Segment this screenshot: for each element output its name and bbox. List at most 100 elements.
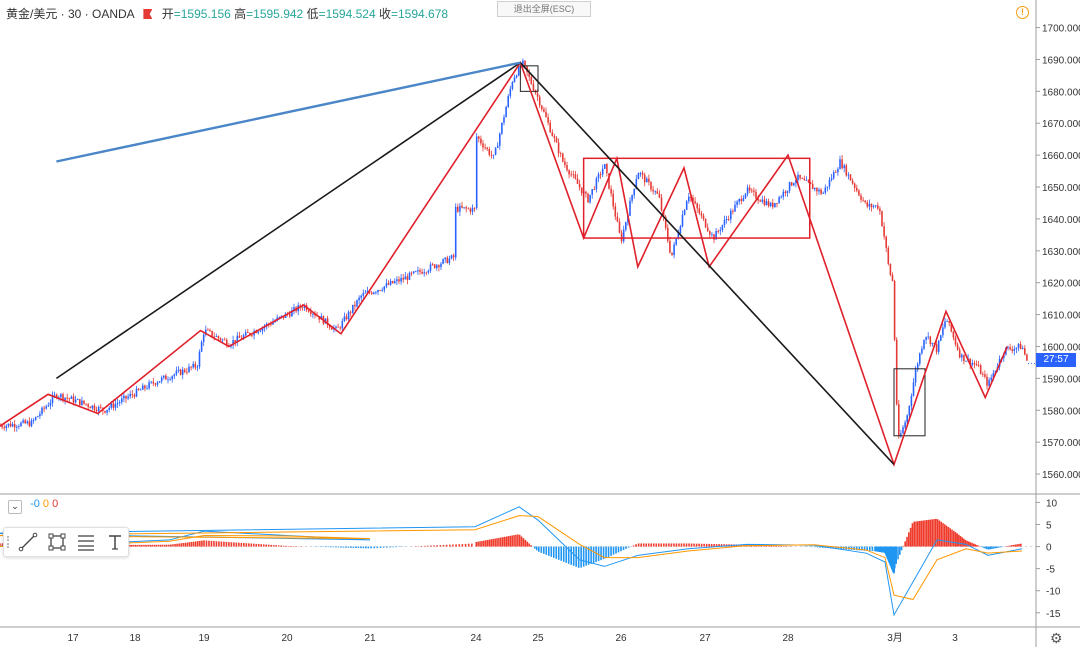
exit-fullscreen-button[interactable]: 退出全屏(ESC): [497, 1, 591, 17]
current-price-tag: 27:57: [1036, 353, 1076, 367]
candle-up: [158, 381, 161, 383]
candle-up: [843, 165, 845, 169]
alert-icon[interactable]: !: [1016, 6, 1029, 19]
candle-down: [100, 406, 102, 408]
candle-down: [570, 174, 572, 176]
candle-up: [139, 389, 142, 391]
candle-up: [34, 417, 37, 420]
x-tick-label: 26: [615, 633, 627, 644]
candle-up: [837, 169, 839, 173]
candle-up: [448, 258, 451, 264]
candle-down: [469, 208, 472, 212]
candle-down: [935, 344, 938, 352]
candle-up: [814, 187, 816, 190]
candle-down: [667, 227, 669, 241]
candle-down: [524, 60, 526, 66]
candle-up: [360, 295, 362, 298]
y-tick-label: 1640.000: [1042, 215, 1080, 226]
candle-up: [988, 379, 990, 386]
candle-up: [244, 332, 247, 336]
text-tool-icon[interactable]: [105, 532, 125, 552]
candle-up: [202, 334, 205, 342]
candle-up: [135, 388, 138, 397]
flag-icon[interactable]: [143, 9, 153, 19]
candle-up: [404, 276, 407, 280]
candle-up: [47, 405, 50, 407]
candle-up: [377, 290, 379, 293]
candle-up: [639, 173, 642, 174]
candle-down: [545, 111, 547, 118]
candle-up: [181, 369, 184, 375]
x-tick-label: 3月: [887, 632, 903, 644]
candle-down: [620, 232, 623, 242]
candle-down: [692, 198, 694, 202]
y-tick-label: 1560.000: [1042, 470, 1080, 481]
candle-up: [280, 315, 283, 317]
candle-down: [419, 270, 421, 272]
candle-up: [175, 370, 178, 375]
candle-down: [772, 202, 774, 208]
candle-up: [522, 60, 524, 66]
candle-down: [87, 404, 89, 407]
y-tick-label: 1680.000: [1042, 87, 1080, 98]
fibonacci-tool-icon[interactable]: [76, 532, 96, 552]
drag-handle[interactable]: [7, 536, 13, 548]
candle-up: [30, 420, 33, 427]
candle-down: [580, 187, 583, 194]
candle-up: [293, 307, 295, 311]
candle-down: [929, 336, 932, 345]
candle-up: [436, 265, 438, 269]
candle-up: [108, 407, 110, 410]
candle-up: [874, 205, 877, 207]
candle-down: [467, 208, 470, 210]
candle-up: [106, 409, 108, 413]
candle-up: [940, 335, 942, 341]
candle-down: [803, 178, 806, 181]
candle-down: [784, 191, 787, 194]
candle-up: [236, 335, 239, 343]
gear-icon[interactable]: ⚙: [1050, 630, 1063, 646]
candle-down: [641, 173, 644, 175]
candle-down: [559, 153, 562, 155]
candle-down: [1, 425, 3, 428]
candle-up: [358, 297, 360, 301]
candle-up: [721, 225, 724, 231]
candle-down: [186, 371, 188, 373]
x-tick-label: 17: [67, 633, 79, 644]
candle-up: [517, 65, 520, 76]
candle-down: [528, 72, 530, 77]
candle-up: [675, 238, 677, 245]
candle-down: [543, 109, 545, 112]
marker-box: [893, 368, 926, 437]
candle-up: [719, 230, 722, 232]
chevron-down-icon[interactable]: ⌄: [8, 500, 22, 514]
candle-down: [977, 365, 980, 367]
candle-down: [480, 138, 482, 144]
candle-up: [921, 348, 923, 354]
candle-up: [232, 340, 234, 346]
candle-up: [679, 226, 682, 234]
candle-up: [335, 326, 337, 328]
candle-down: [717, 230, 719, 232]
candle-down: [759, 200, 761, 202]
candle-up: [646, 178, 648, 183]
y-tick-label: 1700.000: [1042, 24, 1080, 35]
marker-box: [519, 65, 539, 92]
candle-down: [585, 191, 587, 194]
candle-up: [440, 263, 442, 268]
candle-up: [396, 279, 398, 282]
candle-up: [257, 331, 260, 334]
signal-line: [0, 515, 1023, 601]
candle-down: [79, 399, 81, 406]
x-tick-label: 24: [470, 633, 482, 644]
candle-down: [849, 174, 852, 181]
candle-down: [858, 190, 860, 196]
candle-down: [671, 252, 673, 256]
rectangle-tool-icon[interactable]: [47, 532, 67, 552]
candle-down: [704, 218, 707, 228]
trend-line-tool-icon[interactable]: [18, 532, 38, 552]
candle-up: [499, 133, 501, 146]
candle-down: [144, 385, 146, 389]
candle-down: [956, 344, 959, 350]
